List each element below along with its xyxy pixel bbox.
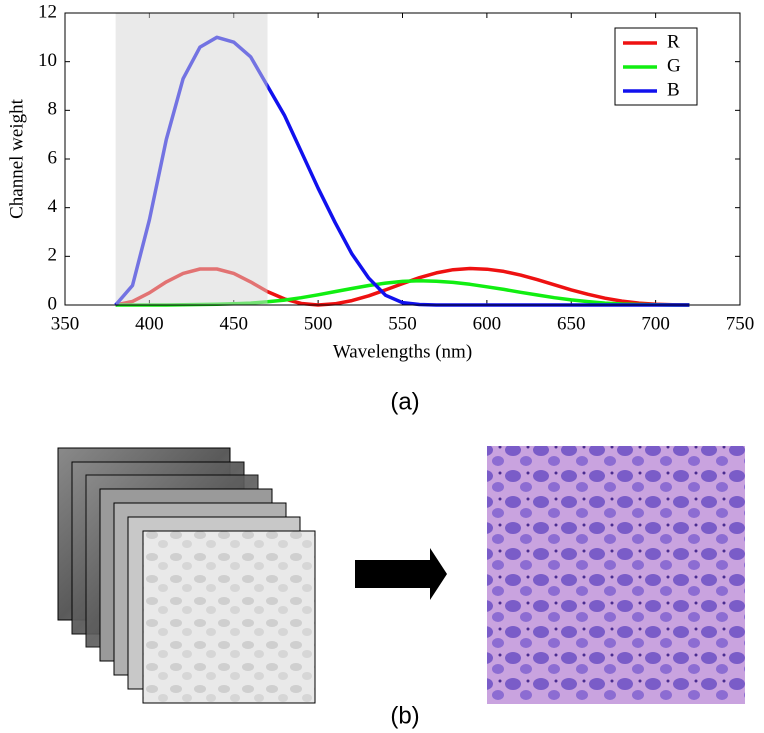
x-tick-label: 400 [135,313,164,334]
y-tick-label: 12 [38,1,57,22]
y-axis-label: Channel weight [6,98,27,219]
x-tick-label: 750 [726,313,755,334]
legend-label: B [667,79,680,100]
x-tick-label: 450 [220,313,249,334]
x-axis-label: Wavelengths (nm) [333,341,472,362]
arrow [355,548,447,600]
y-tick-label: 4 [48,196,58,217]
color-image [487,446,745,704]
shaded-region [115,13,268,305]
plot-frame [64,12,741,306]
y-tick-label: 2 [48,245,58,266]
panel-label: (a) [390,388,419,415]
y-tick-label: 8 [48,99,58,120]
x-tick-label: 500 [304,313,333,334]
y-tick-label: 6 [48,147,58,168]
x-tick-label: 650 [557,313,586,334]
legend-label: G [667,55,681,76]
legend-label: R [667,31,680,52]
x-tick-label: 550 [388,313,417,334]
panel-label: (b) [390,702,419,729]
y-tick-label: 10 [38,50,57,71]
plot-area: 350 400 450 500 550 600 650 700 750 0 2 4 6 8 10 12 Wave… [6,1,754,362]
y-tick-label: 0 [48,293,58,314]
x-tick-label: 700 [641,313,670,334]
x-tick-label: 350 [51,313,80,334]
x-tick-label: 600 [473,313,502,334]
image-stack [57,447,316,704]
